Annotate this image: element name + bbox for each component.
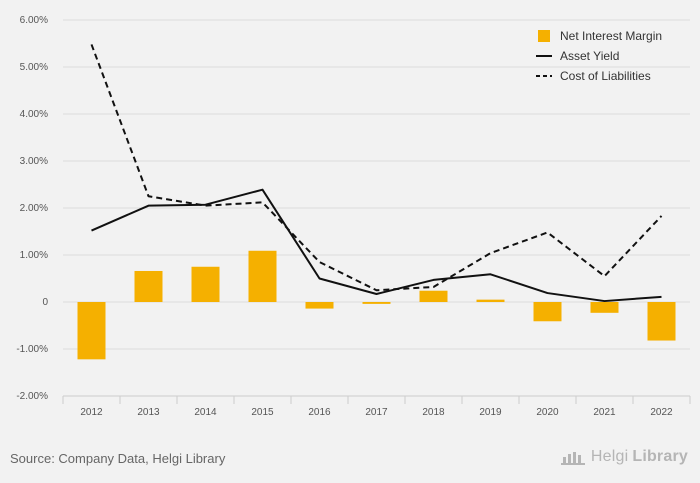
brand-part1: Helgi (590, 448, 629, 465)
y-tick-label: -2.00% (16, 391, 48, 402)
line-cost-of-liabilities (90, 44, 663, 292)
y-tick-label: 6.00% (20, 15, 48, 26)
x-tick-label: 2012 (80, 407, 103, 418)
x-tick-label: 2016 (308, 407, 331, 418)
legend-label: Cost of Liabilities (560, 69, 651, 83)
legend-label: Asset Yield (560, 49, 619, 63)
x-tick-label: 2021 (593, 407, 616, 418)
brand-part2: Library (632, 448, 688, 465)
legend-label: Net Interest Margin (560, 29, 662, 43)
x-tick-label: 2017 (365, 407, 388, 418)
bar-net-interest-margin (533, 302, 562, 322)
bar-net-interest-margin (191, 266, 220, 302)
x-tick-label: 2018 (422, 407, 445, 418)
bar-net-interest-margin (134, 270, 163, 302)
y-tick-label: 5.00% (20, 62, 48, 73)
bar-net-interest-margin (647, 302, 676, 341)
x-tick-label: 2020 (536, 407, 559, 418)
bar-net-interest-margin (590, 302, 619, 313)
y-tick-label: 1.00% (20, 250, 48, 261)
bar-net-interest-margin (305, 302, 334, 309)
line-asset-yield (91, 188, 662, 303)
chart: -2.00% -1.00% 0 1.00% 2.00% 3.00% 4.00% 5.00% 6.… (16, 15, 691, 418)
source-note: Source: Company Data, Helgi Library (10, 451, 226, 466)
bar-net-interest-margin (362, 302, 391, 304)
x-tick-label: 2015 (251, 407, 274, 418)
legend-swatch-bar (538, 30, 550, 42)
bar-net-interest-margin (476, 299, 505, 302)
y-tick-label: 0 (42, 297, 48, 308)
brand-logo: Helgi Library (560, 448, 688, 466)
library-icon (560, 452, 585, 465)
x-tick-label: 2014 (194, 407, 217, 418)
y-tick-label: 2.00% (20, 203, 48, 214)
bar-net-interest-margin (77, 302, 106, 360)
y-tick-label: -1.00% (16, 344, 48, 355)
x-tick-label: 2022 (650, 407, 673, 418)
x-tick-label: 2013 (137, 407, 160, 418)
y-tick-label: 4.00% (20, 109, 48, 120)
x-tick-label: 2019 (479, 407, 502, 418)
bar-net-interest-margin (248, 250, 277, 302)
bar-net-interest-margin (419, 290, 448, 302)
y-tick-label: 3.00% (20, 156, 48, 167)
